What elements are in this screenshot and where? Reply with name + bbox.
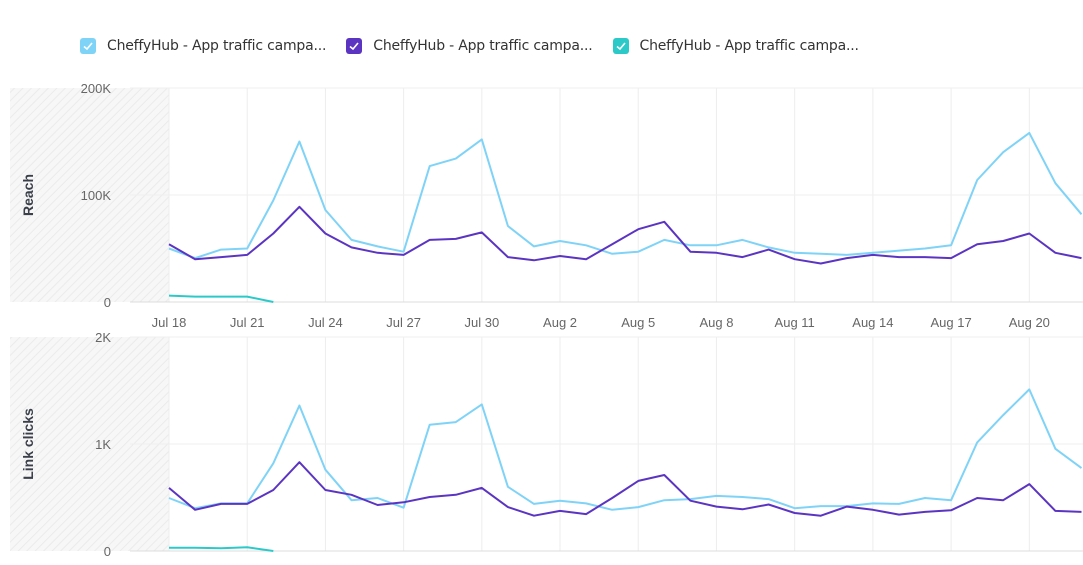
checkbox-checked-icon[interactable] bbox=[80, 38, 96, 54]
checkbox-checked-icon[interactable] bbox=[346, 38, 363, 54]
x-tick-label: Jul 30 bbox=[464, 315, 499, 330]
x-tick-label: Jul 21 bbox=[230, 315, 265, 330]
x-tick-label: Aug 11 bbox=[775, 315, 815, 330]
y-axis-label: Link clicks bbox=[20, 408, 36, 480]
x-tick-label: Aug 8 bbox=[699, 315, 733, 330]
y-tick-label: 2K bbox=[95, 330, 111, 345]
series-line-1 bbox=[168, 131, 1083, 260]
series-line-3 bbox=[168, 294, 274, 303]
x-tick-label: Aug 5 bbox=[621, 315, 655, 330]
series-line-2 bbox=[168, 205, 1082, 265]
x-tick-label: Aug 2 bbox=[543, 315, 577, 330]
x-tick-label: Jul 24 bbox=[308, 315, 343, 330]
y-axis-label: Reach bbox=[20, 174, 36, 216]
series-line-1 bbox=[168, 388, 1083, 511]
y-tick-label: 0 bbox=[104, 544, 111, 559]
series-line-3 bbox=[169, 546, 274, 552]
legend-item-series-1[interactable]: CheffyHub - App traffic campa... bbox=[80, 38, 326, 54]
legend-label: CheffyHub - App traffic campa... bbox=[373, 38, 593, 54]
x-tick-label: Aug 20 bbox=[1009, 315, 1050, 330]
x-tick-label: Jul 27 bbox=[386, 315, 421, 330]
y-tick-label: 100K bbox=[81, 188, 112, 203]
y-tick-label: 0 bbox=[104, 295, 111, 310]
y-tick-label: 1K bbox=[95, 437, 111, 452]
x-tick-label: Jul 18 bbox=[152, 315, 187, 330]
x-tick-label: Aug 17 bbox=[930, 315, 971, 330]
legend-label: CheffyHub - App traffic campa... bbox=[639, 38, 859, 54]
legend-item-series-2[interactable]: CheffyHub - App traffic campa... bbox=[346, 38, 593, 54]
series-line-2 bbox=[168, 461, 1082, 517]
legend-item-series-3[interactable]: CheffyHub - App traffic campa... bbox=[612, 38, 859, 54]
x-tick-label: Aug 14 bbox=[852, 315, 893, 330]
checkbox-checked-icon[interactable] bbox=[612, 38, 629, 54]
legend: CheffyHub - App traffic campa... CheffyH… bbox=[80, 38, 879, 54]
legend-label: CheffyHub - App traffic campa... bbox=[107, 38, 327, 54]
y-tick-label: 200K bbox=[81, 81, 112, 96]
